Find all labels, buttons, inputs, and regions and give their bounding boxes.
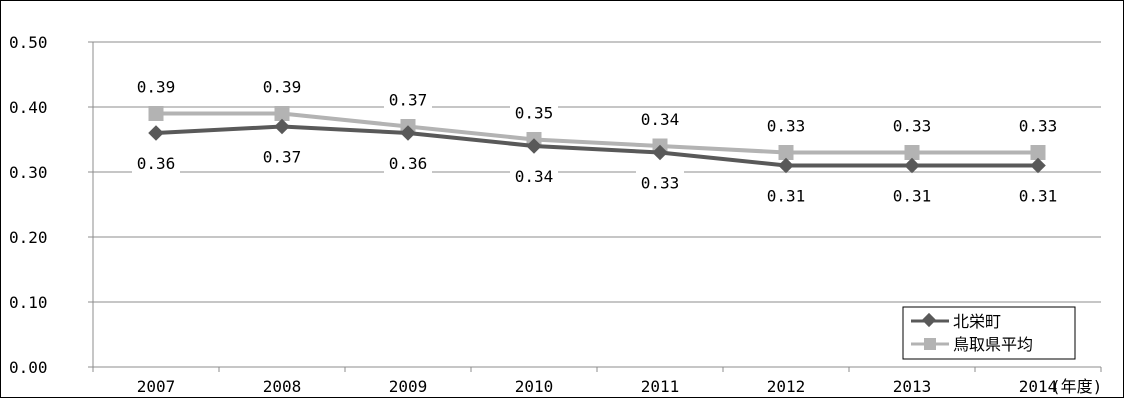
series-line-1: [155, 124, 1038, 168]
data-label: 0.31: [767, 187, 806, 206]
y-tick-label: 0.40: [9, 98, 48, 117]
data-label-background: [762, 184, 810, 207]
series: [148, 106, 1046, 174]
x-tick-labels: 2007 2008 2009 2010 2011 2012 2013 2014: [137, 377, 1058, 396]
data-label: 0.31: [1019, 187, 1058, 206]
y-tick-label: 0.00: [9, 358, 48, 377]
data-label-background: [132, 75, 180, 98]
data-label-background: [1014, 184, 1062, 207]
data-label: 0.31: [893, 187, 932, 206]
data-label: 0.33: [767, 117, 806, 136]
series-line-2: [156, 111, 1038, 155]
legend-marker-square-icon: [924, 338, 936, 350]
data-point-diamond: [274, 118, 290, 135]
data-point-diamond: [526, 138, 542, 154]
data-label: 0.39: [137, 78, 176, 97]
data-label-background: [888, 184, 936, 207]
data-point-square: [1030, 145, 1046, 160]
legend: 北栄町 鳥取県平均: [902, 306, 1076, 360]
data-label-background: [132, 152, 180, 174]
data-label-background: [510, 165, 558, 187]
x-tick-label: 2013: [893, 377, 932, 396]
data-label: 0.34: [641, 110, 680, 129]
data-point-square: [904, 145, 920, 160]
data-label-background: [384, 88, 432, 111]
y-tick-labels: 0.00 0.10 0.20 0.30 0.40 0.50: [9, 33, 48, 377]
data-label-background: [510, 101, 558, 124]
data-label-background: [258, 145, 306, 168]
gridlines: [93, 41, 1101, 303]
legend-label-series-1: 北栄町: [953, 312, 1001, 331]
data-point-diamond: [1030, 157, 1046, 174]
data-point-diamond: [148, 125, 164, 141]
data-point-diamond: [904, 157, 920, 174]
data-label: 0.33: [641, 174, 680, 193]
y-tick-label: 0.30: [9, 163, 48, 182]
axes: [88, 41, 1102, 372]
data-label: 0.33: [1019, 117, 1058, 136]
data-label: 0.34: [515, 167, 554, 186]
data-point-diamond: [778, 157, 794, 174]
data-labels: 0.39 0.39 0.37 0.35 0.34 0.33 0.33 0.33 0.36 0.37…: [132, 75, 1062, 207]
data-label: 0.36: [389, 154, 428, 173]
data-label-background: [762, 114, 810, 137]
data-label: 0.37: [389, 91, 428, 110]
x-tick-label: 2009: [389, 377, 428, 396]
x-tick-label: 2008: [263, 377, 302, 396]
x-tick-label: 2011: [641, 377, 680, 396]
y-tick-label: 0.50: [9, 33, 48, 52]
data-label-background: [888, 114, 936, 137]
y-tick-label: 0.10: [9, 293, 48, 312]
data-label-background: [258, 75, 306, 98]
data-point-square: [274, 106, 290, 121]
x-axis-unit-label: (年度): [1051, 377, 1102, 396]
data-label-background: [1014, 114, 1062, 137]
data-label: 0.33: [893, 117, 932, 136]
data-point-square: [148, 106, 164, 121]
data-point-square: [778, 145, 794, 160]
data-label-background: [384, 152, 432, 174]
data-label: 0.39: [263, 78, 302, 97]
data-label: 0.35: [515, 104, 554, 123]
x-tick-label: 2007: [137, 377, 176, 396]
data-point-diamond: [652, 144, 668, 161]
data-label-background: [636, 108, 684, 130]
x-tick-label: 2012: [767, 377, 806, 396]
data-label: 0.37: [263, 148, 302, 167]
y-tick-label: 0.20: [9, 228, 48, 247]
legend-label-series-2: 鳥取県平均: [953, 335, 1033, 354]
data-label: 0.36: [137, 154, 176, 173]
legend-marker-diamond-icon: [921, 312, 937, 328]
x-tick-label: 2010: [515, 377, 554, 396]
data-label-background: [636, 171, 684, 194]
x-tick-label: 2014: [1019, 377, 1058, 396]
